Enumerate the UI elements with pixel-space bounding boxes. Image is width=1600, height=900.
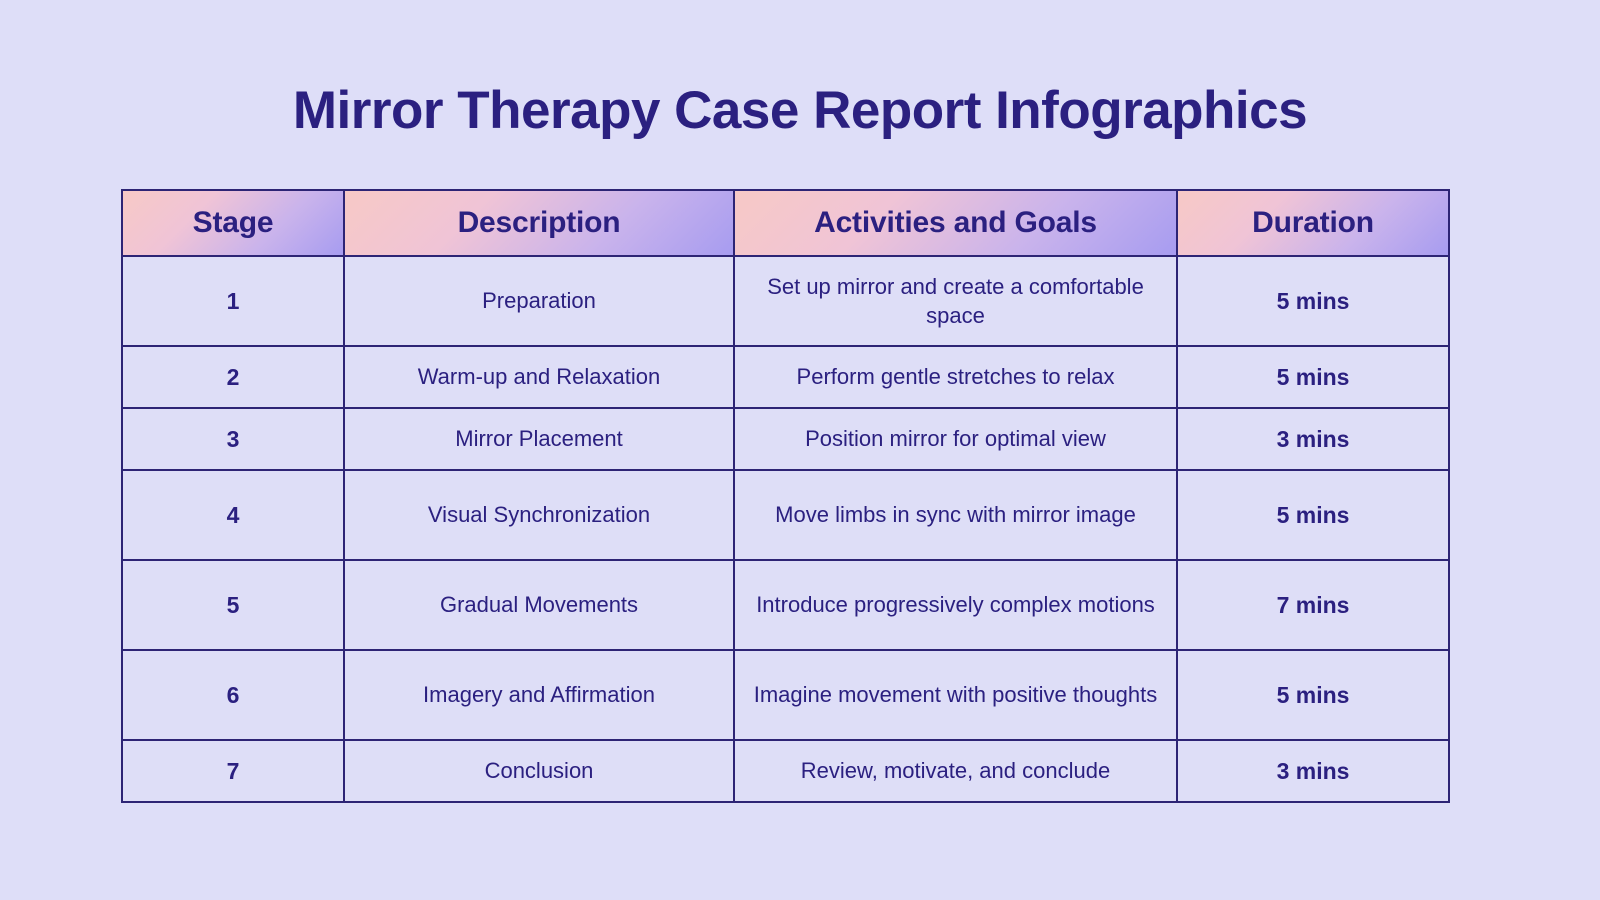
cell-duration-text: 3 mins [1276, 757, 1350, 784]
table-row: 6 Imagery and Affirmation Imagine movement… [121, 649, 1450, 741]
table-row: 3 Mirror Placement Position mirror for opt… [121, 407, 1450, 471]
table-row: 1 Preparation Set up mirror and create a c… [121, 255, 1450, 347]
cell-duration: 5 mins [1176, 345, 1450, 409]
table-header: Stage Description Activities and Goals D… [121, 189, 1450, 257]
cell-activities-text: Review, motivate, and conclude [800, 758, 1111, 784]
cell-activities-text: Imagine movement with positive thoughts [753, 682, 1158, 708]
cell-stage-text: 2 [226, 363, 240, 390]
cell-duration: 3 mins [1176, 739, 1450, 803]
cell-description: Mirror Placement [343, 407, 735, 471]
table-row: 5 Gradual Movements Introduce progressivel… [121, 559, 1450, 651]
cell-description-text: Visual Synchronization [427, 502, 651, 528]
cell-duration-text: 5 mins [1276, 501, 1350, 528]
cell-activities-text: Move limbs in sync with mirror image [775, 502, 1136, 528]
cell-stage: 4 [121, 469, 345, 561]
table-row: 4 Visual Synchronization Move limbs in syn… [121, 469, 1450, 561]
cell-description: Preparation [343, 255, 735, 347]
cell-stage: 1 [121, 255, 345, 347]
cell-description-text: Gradual Movements [439, 592, 639, 618]
cell-duration-text: 3 mins [1276, 425, 1350, 452]
cell-duration: 5 mins [1176, 255, 1450, 347]
cell-description: Gradual Movements [343, 559, 735, 651]
column-header-description: Description [343, 189, 735, 257]
cell-duration: 5 mins [1176, 469, 1450, 561]
cell-activities-text: Set up mirror and create a comfortable s… [767, 273, 1144, 328]
cell-stage-text: 3 [226, 425, 240, 452]
cell-description: Visual Synchronization [343, 469, 735, 561]
cell-duration-text: 7 mins [1276, 591, 1350, 618]
cell-activities: Introduce progressively complex motions [733, 559, 1178, 651]
table-container: Stage Description Activities and Goals D… [121, 189, 1450, 803]
cell-duration-text: 5 mins [1276, 681, 1350, 708]
cell-description-text: Mirror Placement [455, 426, 623, 452]
mirror-therapy-table: Stage Description Activities and Goals D… [121, 189, 1450, 803]
cell-stage: 2 [121, 345, 345, 409]
cell-activities: Review, motivate, and conclude [733, 739, 1178, 803]
cell-stage-text: 7 [226, 757, 240, 784]
table-row: 7 Conclusion Review, motivate, and conclud… [121, 739, 1450, 803]
cell-stage: 5 [121, 559, 345, 651]
cell-activities-text: Introduce progressively complex motions [756, 592, 1155, 618]
cell-duration: 7 mins [1176, 559, 1450, 651]
cell-description: Warm-up and Relaxation [343, 345, 735, 409]
cell-activities: Move limbs in sync with mirror image [733, 469, 1178, 561]
cell-duration: 5 mins [1176, 649, 1450, 741]
cell-activities: Perform gentle stretches to relax [733, 345, 1178, 409]
column-header-stage: Stage [121, 189, 345, 257]
cell-activities: Position mirror for optimal view [733, 407, 1178, 471]
column-header-duration: Duration [1176, 189, 1450, 257]
cell-activities: Imagine movement with positive thoughts [733, 649, 1178, 741]
cell-description-text: Preparation [482, 288, 596, 314]
table-body: 1 Preparation Set up mirror and create a c… [121, 255, 1450, 803]
column-header-activities: Activities and Goals [733, 189, 1178, 257]
table-row: 2 Warm-up and Relaxation Perform gentle st… [121, 345, 1450, 409]
page-title: Mirror Therapy Case Report Infographics [292, 81, 1308, 140]
cell-stage-text: 6 [226, 681, 240, 708]
cell-description: Conclusion [343, 739, 735, 803]
cell-duration-text: 5 mins [1276, 363, 1350, 390]
cell-stage: 6 [121, 649, 345, 741]
cell-stage-text: 4 [226, 501, 240, 528]
cell-stage-text: 1 [226, 287, 240, 314]
cell-stage-text: 5 [226, 591, 240, 618]
cell-description-text: Conclusion [484, 758, 594, 784]
cell-stage: 7 [121, 739, 345, 803]
cell-description-text: Imagery and Affirmation [423, 682, 655, 708]
cell-activities-text: Position mirror for optimal view [805, 426, 1106, 452]
cell-duration-text: 5 mins [1276, 287, 1350, 314]
cell-duration: 3 mins [1176, 407, 1450, 471]
cell-activities: Set up mirror and create a comfortable s… [733, 255, 1178, 347]
cell-stage: 3 [121, 407, 345, 471]
cell-activities-text: Perform gentle stretches to relax [796, 364, 1115, 390]
cell-description: Imagery and Affirmation [343, 649, 735, 741]
cell-description-text: Warm-up and Relaxation [417, 364, 661, 390]
table-header-row: Stage Description Activities and Goals D… [121, 189, 1450, 257]
